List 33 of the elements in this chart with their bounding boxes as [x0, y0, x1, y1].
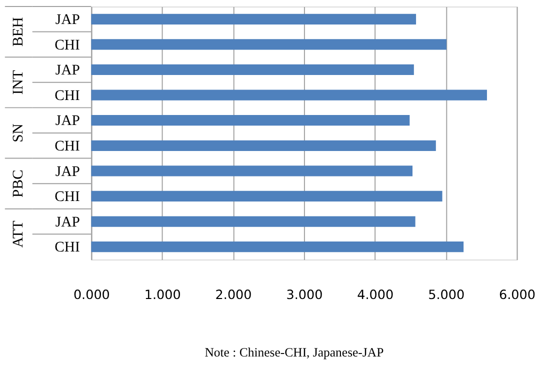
- x-tick-label: 3.000: [286, 288, 323, 304]
- text: BEH: [10, 16, 27, 46]
- y-tick-label: CHI: [54, 240, 80, 256]
- bar: [91, 90, 487, 100]
- bar: [91, 14, 416, 24]
- y-tick-label: JAP: [55, 214, 80, 230]
- y-tick-label: JAP: [55, 12, 80, 28]
- bar: [91, 39, 447, 50]
- text: SN: [10, 123, 27, 142]
- text: PBC: [10, 170, 27, 198]
- y-tick-label: CHI: [54, 189, 80, 206]
- y-tick-label: JAP: [55, 62, 80, 79]
- bar: [91, 140, 436, 151]
- text: INT: [10, 70, 27, 95]
- bar: [91, 166, 412, 176]
- bar: [91, 216, 416, 227]
- x-tick-label: 1.000: [144, 288, 181, 304]
- text: Note : Chinese-CHI, Japanese-JAP: [204, 346, 384, 360]
- text: ATT: [10, 220, 27, 248]
- y-tick-label: JAP: [55, 164, 80, 180]
- x-tick-label: 6.000: [499, 288, 536, 304]
- y-tick-label: CHI: [54, 138, 80, 155]
- x-tick-label: 2.000: [215, 288, 252, 304]
- bar: [91, 242, 464, 252]
- x-tick-label: 0.000: [73, 288, 110, 304]
- bar: [91, 64, 414, 76]
- bar: [91, 115, 410, 126]
- x-tick-label: 5.000: [428, 288, 465, 304]
- y-tick-label: JAP: [55, 113, 80, 130]
- bar: [91, 190, 442, 202]
- x-tick-label: 4.000: [357, 288, 394, 304]
- y-tick-label: CHI: [54, 37, 80, 54]
- y-tick-label: CHI: [54, 88, 80, 104]
